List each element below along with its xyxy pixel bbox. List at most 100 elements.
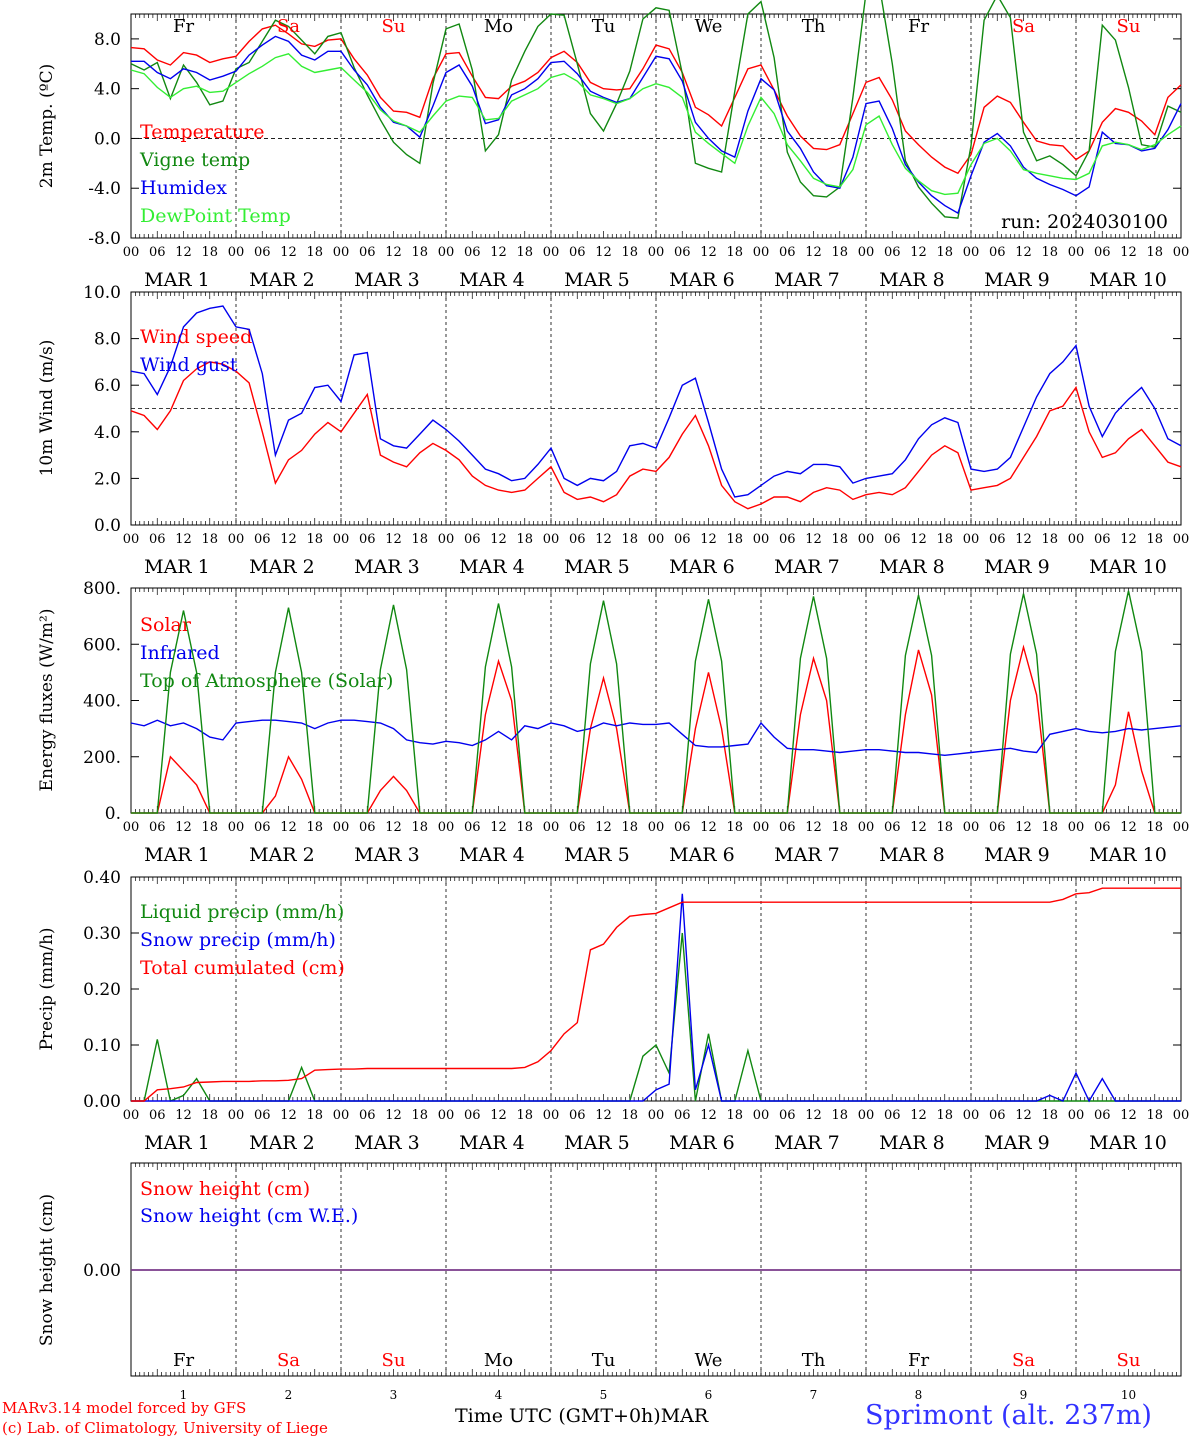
hour-label: 00	[123, 1108, 140, 1123]
weekday-label: Sa	[1012, 16, 1035, 37]
hour-label: 00	[648, 245, 665, 260]
hour-label: 18	[621, 1108, 638, 1123]
hour-label: 00	[1173, 1108, 1190, 1123]
day-number-label: 3	[390, 1388, 398, 1402]
hour-label: 06	[884, 532, 901, 547]
hour-label: 18	[516, 1108, 533, 1123]
weekday-label: Su	[382, 1350, 406, 1371]
day-number-label: 7	[810, 1388, 818, 1402]
date-label: MAR 2	[249, 269, 315, 291]
weekday-label: Th	[802, 16, 826, 37]
hour-label: 06	[989, 532, 1006, 547]
hour-label: 18	[516, 245, 533, 260]
hour-label: 06	[464, 1108, 481, 1123]
hour-label: 12	[1120, 532, 1137, 547]
date-label: MAR 10	[1089, 1132, 1167, 1154]
hour-label: 00	[858, 245, 875, 260]
hour-label: 06	[149, 1108, 166, 1123]
date-label: MAR 4	[459, 269, 525, 291]
date-label: MAR 7	[774, 1132, 840, 1154]
y-tick-label: 0.10	[83, 1036, 121, 1056]
weekday-label: Sa	[1012, 1350, 1035, 1371]
hour-label: 18	[516, 820, 533, 835]
day-number-label: 4	[495, 1388, 503, 1402]
hour-label: 00	[438, 245, 455, 260]
date-label: MAR 3	[354, 1132, 420, 1154]
hour-label: 18	[726, 1108, 743, 1123]
date-label: MAR 2	[249, 1132, 315, 1154]
hour-label: 00	[963, 1108, 980, 1123]
weekday-label: Fr	[173, 1350, 194, 1371]
date-label: MAR 9	[984, 556, 1050, 578]
hour-label: 00	[228, 820, 245, 835]
hour-label: 06	[149, 820, 166, 835]
hour-label: 06	[359, 820, 376, 835]
hour-label: 06	[674, 820, 691, 835]
hour-label: 18	[201, 1108, 218, 1123]
hour-label: 00	[648, 1108, 665, 1123]
legend-entry: Snow height (cm)	[140, 1178, 310, 1200]
hour-label: 00	[753, 1108, 770, 1123]
day-number-label: 5	[600, 1388, 608, 1402]
y-axis-label: 10m Wind (m/s)	[37, 340, 57, 477]
hour-label: 18	[831, 245, 848, 260]
hour-label: 12	[175, 820, 192, 835]
date-label: MAR 10	[1089, 556, 1167, 578]
hour-label: 06	[1094, 532, 1111, 547]
date-label: MAR 8	[879, 269, 945, 291]
date-label: MAR 5	[564, 844, 630, 866]
hour-label: 18	[1146, 1108, 1163, 1123]
hour-label: 00	[333, 245, 350, 260]
weekday-label: Mo	[484, 1350, 513, 1371]
legend-entry: Solar	[140, 614, 192, 636]
y-tick-label: 4.0	[94, 80, 121, 100]
date-label: MAR 6	[669, 556, 735, 578]
hour-label: 06	[1094, 820, 1111, 835]
series-line	[130, 53, 1182, 196]
hour-label: 18	[306, 532, 323, 547]
date-label: MAR 2	[249, 844, 315, 866]
hour-label: 06	[779, 1108, 796, 1123]
hour-label: 06	[1094, 245, 1111, 260]
weekday-label: Su	[1117, 1350, 1141, 1371]
hour-label: 00	[438, 1108, 455, 1123]
hour-label: 00	[1068, 532, 1085, 547]
series-line	[131, 590, 1181, 814]
model-credit-line: MARv3.14 model forced by GFS	[2, 1399, 247, 1417]
weekday-label: Su	[382, 16, 406, 37]
hour-label: 06	[254, 245, 271, 260]
y-tick-label: 0.00	[83, 1261, 121, 1281]
hour-label: 06	[884, 820, 901, 835]
hour-label: 06	[779, 532, 796, 547]
lab-credit-line: (c) Lab. of Climatology, University of L…	[2, 1419, 328, 1437]
date-label: MAR 7	[774, 556, 840, 578]
hour-label: 18	[831, 1108, 848, 1123]
hour-label: 06	[359, 532, 376, 547]
hour-label: 12	[1015, 820, 1032, 835]
y-tick-label: 400.	[83, 692, 121, 712]
y-axis-label: 2m Temp. (ºC)	[37, 64, 57, 189]
weekday-label: Tu	[592, 16, 616, 37]
hour-label: 00	[333, 1108, 350, 1123]
day-number-label: 6	[705, 1388, 713, 1402]
day-number-label: 9	[1020, 1388, 1028, 1402]
date-label: MAR 7	[774, 269, 840, 291]
hour-label: 00	[963, 820, 980, 835]
run-annotation: run: 2024030100	[1001, 211, 1168, 233]
hour-label: 06	[464, 245, 481, 260]
date-label: MAR 9	[984, 1132, 1050, 1154]
day-number-label: 2	[285, 1388, 293, 1402]
hour-label: 12	[595, 820, 612, 835]
hour-label: 00	[543, 532, 560, 547]
hour-label: 12	[805, 245, 822, 260]
hour-label: 00	[228, 1108, 245, 1123]
weekday-label: Sa	[277, 1350, 300, 1371]
hour-label: 18	[516, 532, 533, 547]
hour-label: 18	[621, 532, 638, 547]
y-tick-label: 0.30	[83, 924, 121, 944]
legend-entry: Total cumulated (cm)	[140, 957, 345, 979]
date-label: MAR 5	[564, 269, 630, 291]
hour-label: 18	[936, 820, 953, 835]
day-number-label: 8	[915, 1388, 923, 1402]
hour-label: 18	[411, 532, 428, 547]
